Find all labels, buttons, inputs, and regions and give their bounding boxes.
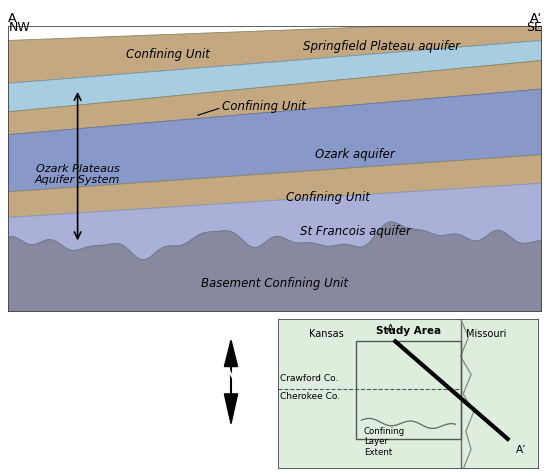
Polygon shape: [224, 394, 238, 424]
Polygon shape: [8, 26, 542, 83]
Text: Basement Confining Unit: Basement Confining Unit: [201, 277, 349, 290]
Text: Springfield Plateau aquifer: Springfield Plateau aquifer: [303, 40, 460, 53]
Text: Ozark aquifer: Ozark aquifer: [315, 148, 395, 161]
Text: Kansas: Kansas: [309, 329, 344, 339]
Text: Missouri: Missouri: [466, 329, 506, 339]
Text: N: N: [224, 368, 238, 384]
Polygon shape: [8, 89, 542, 192]
Text: NW: NW: [8, 21, 30, 34]
Text: SE: SE: [526, 21, 542, 34]
Text: Confining Unit: Confining Unit: [287, 191, 370, 204]
Text: Study Area: Study Area: [376, 327, 441, 337]
Bar: [356, 341, 461, 439]
Text: A’: A’: [515, 445, 526, 455]
Text: Confining
Layer
Extent: Confining Layer Extent: [364, 427, 405, 456]
Polygon shape: [8, 222, 542, 312]
Text: A: A: [387, 324, 394, 334]
Polygon shape: [224, 340, 238, 367]
Polygon shape: [8, 155, 542, 218]
Text: Confining Unit: Confining Unit: [222, 99, 306, 113]
Text: Confining Unit: Confining Unit: [126, 48, 210, 61]
Text: St Francois aquifer: St Francois aquifer: [300, 225, 410, 238]
Text: A: A: [8, 12, 16, 25]
Polygon shape: [8, 60, 542, 135]
Text: A': A': [530, 12, 542, 25]
Text: Cherokee Co.: Cherokee Co.: [280, 392, 340, 401]
Text: Ozark Plateaus
Aquifer System: Ozark Plateaus Aquifer System: [35, 164, 120, 186]
Polygon shape: [8, 40, 542, 112]
Polygon shape: [8, 183, 542, 260]
Text: Crawford Co.: Crawford Co.: [280, 375, 339, 383]
